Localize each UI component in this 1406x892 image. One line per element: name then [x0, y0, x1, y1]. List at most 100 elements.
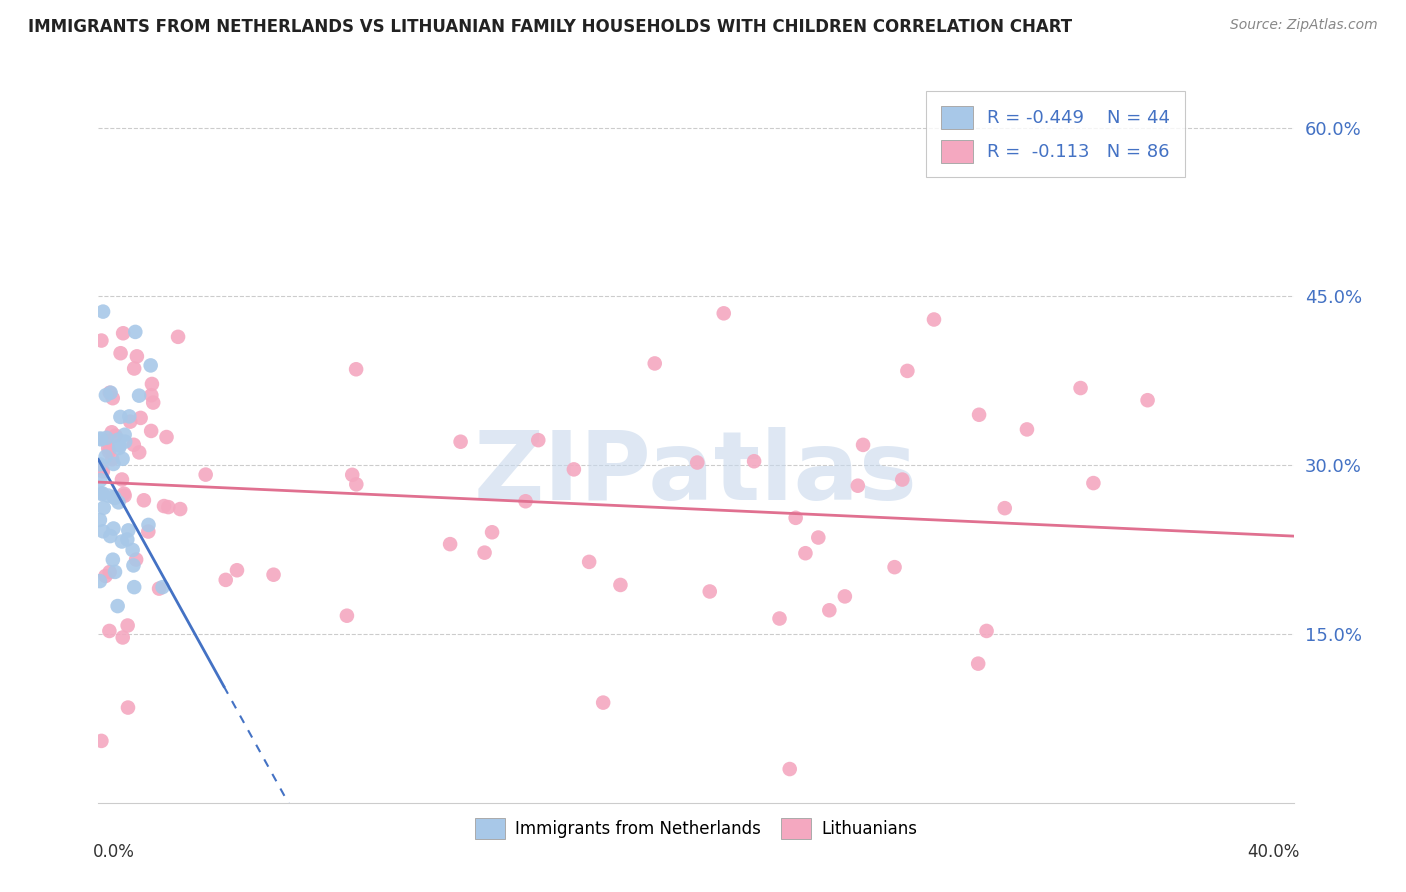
- Point: [1083, 476, 1105, 491]
- Point: [155, 430, 177, 444]
- Point: [1015, 422, 1038, 436]
- Point: [111, 451, 134, 466]
- Text: Source: ZipAtlas.com: Source: ZipAtlas.com: [1230, 18, 1378, 32]
- Point: [686, 456, 709, 470]
- Point: [768, 611, 790, 625]
- Point: [91, 524, 114, 539]
- Point: [896, 364, 918, 378]
- Point: [794, 546, 817, 560]
- Point: [474, 546, 496, 560]
- Point: [117, 533, 139, 547]
- Point: [93, 500, 115, 515]
- Point: [101, 452, 124, 467]
- Point: [138, 517, 160, 532]
- Point: [90, 487, 112, 501]
- Point: [114, 434, 136, 449]
- Point: [132, 493, 155, 508]
- Point: [117, 700, 139, 714]
- Point: [110, 346, 132, 360]
- Point: [91, 486, 114, 500]
- Point: [994, 501, 1017, 516]
- Point: [891, 473, 914, 487]
- Point: [96, 431, 118, 445]
- Point: [89, 458, 111, 472]
- Point: [779, 762, 801, 776]
- Point: [215, 573, 238, 587]
- Point: [94, 569, 117, 583]
- Point: [122, 580, 145, 594]
- Point: [97, 441, 120, 455]
- Point: [450, 434, 472, 449]
- Point: [98, 565, 121, 579]
- Point: [578, 555, 600, 569]
- Text: 40.0%: 40.0%: [1247, 843, 1299, 861]
- Point: [157, 500, 180, 514]
- Point: [967, 657, 990, 671]
- Point: [167, 330, 190, 344]
- Point: [336, 608, 359, 623]
- Point: [122, 361, 145, 376]
- Point: [742, 454, 765, 468]
- Point: [117, 524, 139, 538]
- Point: [129, 411, 152, 425]
- Point: [107, 433, 129, 447]
- Point: [97, 489, 120, 503]
- Point: [98, 624, 121, 638]
- Point: [344, 362, 367, 376]
- Point: [117, 618, 139, 632]
- Point: [98, 385, 121, 400]
- Point: [439, 537, 461, 551]
- Point: [103, 490, 125, 504]
- Point: [481, 525, 503, 540]
- Point: [125, 349, 148, 363]
- Point: [90, 734, 112, 748]
- Point: [194, 467, 217, 482]
- Point: [141, 376, 163, 391]
- Point: [90, 433, 112, 447]
- Point: [100, 425, 122, 440]
- Point: [94, 450, 117, 464]
- Text: 0.0%: 0.0%: [93, 843, 135, 861]
- Point: [342, 467, 364, 482]
- Point: [101, 552, 124, 566]
- Text: IMMIGRANTS FROM NETHERLANDS VS LITHUANIAN FAMILY HOUSEHOLDS WITH CHILDREN CORREL: IMMIGRANTS FROM NETHERLANDS VS LITHUANIA…: [28, 18, 1073, 36]
- Point: [169, 502, 191, 516]
- Point: [114, 489, 136, 503]
- Point: [100, 385, 122, 400]
- Point: [141, 424, 163, 438]
- Point: [141, 388, 163, 402]
- Point: [609, 578, 631, 592]
- Point: [101, 391, 124, 405]
- Point: [152, 580, 174, 594]
- Point: [136, 524, 159, 539]
- Point: [114, 427, 136, 442]
- Point: [111, 534, 134, 549]
- Point: [107, 495, 129, 509]
- Point: [111, 473, 134, 487]
- Point: [90, 461, 112, 475]
- Point: [108, 441, 131, 455]
- Point: [104, 428, 127, 442]
- Text: ZIPatlas: ZIPatlas: [474, 427, 918, 520]
- Point: [846, 479, 869, 493]
- Point: [124, 325, 146, 339]
- Point: [94, 388, 117, 402]
- Point: [153, 499, 176, 513]
- Point: [89, 432, 111, 446]
- Point: [122, 558, 145, 573]
- Point: [922, 312, 945, 326]
- Point: [112, 486, 135, 500]
- Point: [852, 438, 875, 452]
- Point: [94, 434, 117, 448]
- Point: [89, 574, 111, 588]
- Point: [89, 513, 111, 527]
- Point: [128, 389, 150, 403]
- Point: [89, 473, 111, 487]
- Point: [142, 395, 165, 409]
- Point: [976, 624, 998, 638]
- Point: [108, 438, 131, 452]
- Point: [785, 511, 807, 525]
- Point: [807, 531, 830, 545]
- Point: [592, 696, 614, 710]
- Point: [226, 563, 249, 577]
